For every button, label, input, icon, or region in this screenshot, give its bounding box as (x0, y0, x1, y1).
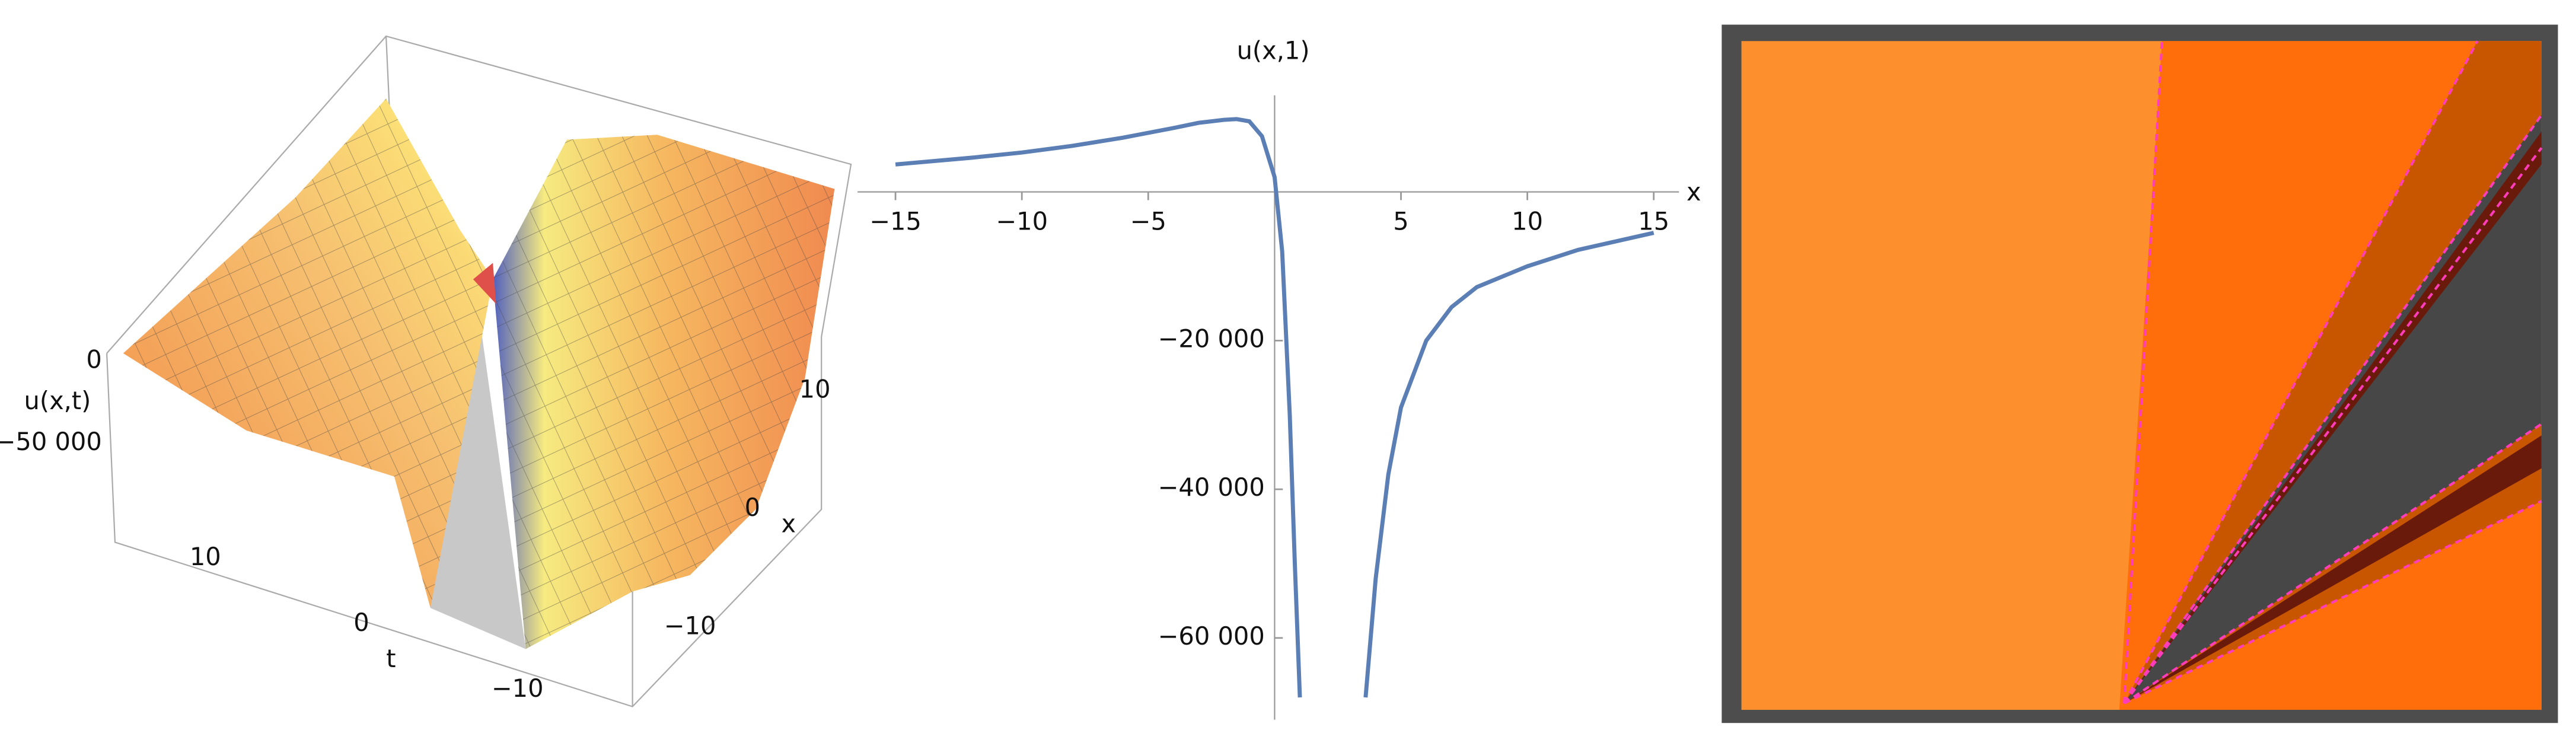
boundary (2123, 147, 2543, 704)
x-tick-label: −5 (1130, 206, 1166, 235)
region (2124, 435, 2542, 703)
boundary (2123, 41, 2163, 704)
surface-panel (106, 35, 852, 707)
z-axis-label: u(x,t) (24, 386, 91, 415)
t-tick-label: 0 (353, 608, 369, 637)
x-tick-label: 15 (1638, 206, 1669, 235)
x-tick-label: −15 (869, 206, 922, 235)
surface-floor (430, 295, 526, 649)
boundary (2123, 423, 2542, 704)
x-tick-label: −10 (664, 611, 716, 640)
region-panel (1721, 24, 2558, 723)
z-tick-label: −50 000 (0, 427, 102, 456)
surface-mesh (493, 135, 835, 649)
z-tick-label: 0 (86, 345, 101, 374)
y-tick-label: −60 000 (1158, 621, 1265, 651)
chart-title: u(x,1) (1237, 36, 1310, 65)
x-axis-label: x (782, 509, 796, 538)
boundary (2123, 40, 2479, 704)
x-tick-label: −10 (996, 206, 1048, 235)
y-tick-label: −40 000 (1158, 473, 1265, 502)
boundary (2123, 114, 2543, 704)
box-edge (106, 35, 852, 354)
surface-peak (473, 263, 496, 304)
t-axis-label: t (386, 644, 396, 673)
t-tick-label: −10 (492, 674, 544, 703)
line (895, 117, 1654, 698)
t-tick-label: 10 (190, 542, 221, 571)
x-tick-label: 5 (1393, 206, 1408, 235)
x-tick-label: 0 (745, 493, 760, 522)
y-tick-label: −20 000 (1158, 324, 1265, 353)
surface-mesh (123, 98, 493, 608)
x-axis-label: x (1686, 177, 1701, 206)
boundary (2124, 500, 2542, 704)
x-tick-label: 10 (799, 374, 831, 403)
x-tick-label: 10 (1512, 206, 1543, 235)
region (2124, 41, 2542, 703)
